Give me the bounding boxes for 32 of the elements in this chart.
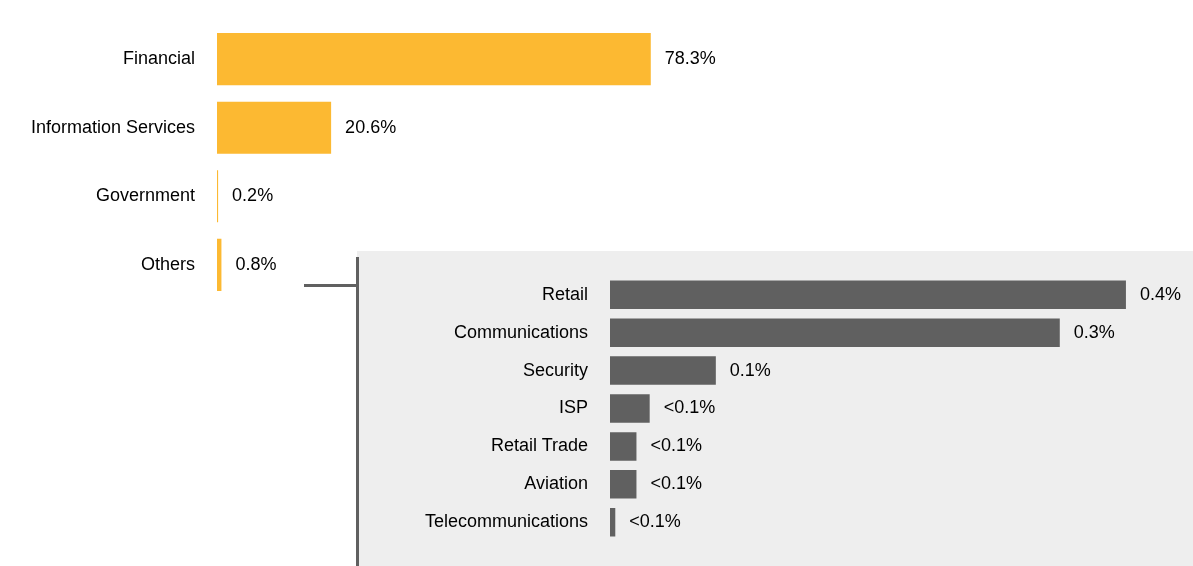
data-label: <0.1% — [629, 511, 681, 532]
data-label: <0.1% — [650, 435, 702, 456]
data-label: 0.8% — [235, 253, 277, 274]
data-label: 0.4% — [1139, 283, 1181, 304]
y-tick-label: Aviation — [524, 473, 588, 494]
data-label: 0.1% — [729, 359, 771, 380]
y-tick-label: Communications — [453, 321, 588, 342]
y-tick-label: Telecommunications — [424, 511, 588, 532]
y-tick-label: Security — [522, 359, 588, 380]
bar — [217, 101, 332, 154]
y-tick-label: Information Services — [30, 116, 195, 137]
bar — [610, 356, 716, 385]
y-tick-label: Government — [95, 185, 195, 206]
bar — [217, 238, 222, 291]
bar — [610, 394, 650, 423]
y-tick-label: Retail Trade — [490, 435, 588, 456]
data-label: 78.3% — [664, 48, 716, 69]
data-label: 0.2% — [232, 185, 274, 206]
bar — [610, 432, 637, 461]
bar — [610, 508, 616, 537]
bar — [217, 33, 651, 86]
data-label: <0.1% — [650, 473, 702, 494]
y-tick-label: Financial — [122, 48, 195, 69]
data-label: 0.3% — [1073, 321, 1115, 342]
bar — [610, 470, 637, 499]
data-label: <0.1% — [663, 397, 716, 418]
y-tick-label: Retail — [541, 283, 588, 304]
bar — [610, 318, 1060, 347]
data-label: 20.6% — [345, 116, 397, 137]
bar — [610, 280, 1126, 309]
y-tick-label: Others — [140, 253, 195, 274]
y-tick-label: ISP — [558, 397, 588, 418]
